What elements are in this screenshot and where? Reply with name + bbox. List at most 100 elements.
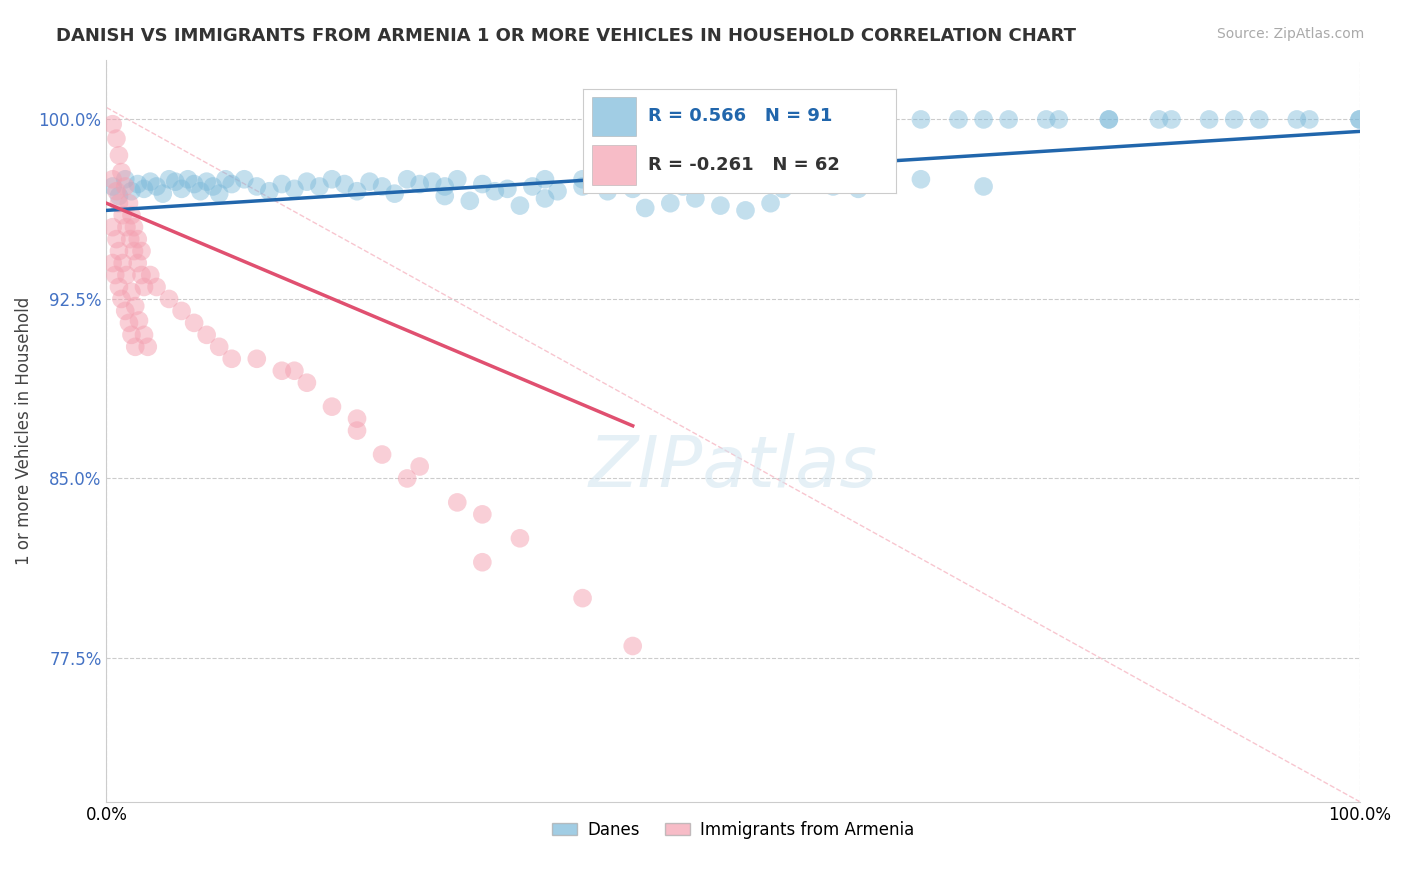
Point: [333, 177, 356, 191]
Point: [283, 364, 305, 378]
Point: [1098, 112, 1121, 127]
Point: [259, 184, 281, 198]
Point: [846, 182, 869, 196]
Point: [396, 471, 419, 485]
Point: [183, 316, 205, 330]
Point: [571, 591, 593, 606]
Point: [201, 179, 224, 194]
Point: [131, 244, 153, 258]
Point: [910, 112, 932, 127]
Point: [371, 179, 394, 194]
Point: [359, 175, 381, 189]
Point: [221, 351, 243, 366]
Point: [785, 177, 807, 191]
Point: [124, 340, 146, 354]
Point: [446, 172, 468, 186]
Text: DANISH VS IMMIGRANTS FROM ARMENIA 1 OR MORE VEHICLES IN HOUSEHOLD CORRELATION CH: DANISH VS IMMIGRANTS FROM ARMENIA 1 OR M…: [56, 27, 1076, 45]
Point: [534, 191, 557, 205]
Point: [547, 184, 569, 198]
Point: [471, 177, 494, 191]
Point: [596, 177, 619, 191]
Point: [408, 177, 430, 191]
Point: [118, 196, 141, 211]
Point: [571, 172, 593, 186]
Point: [721, 172, 744, 186]
Point: [823, 179, 845, 194]
Point: [127, 256, 149, 270]
Point: [471, 555, 494, 569]
Point: [721, 172, 744, 186]
Point: [208, 186, 231, 201]
Point: [433, 189, 456, 203]
Point: [114, 172, 136, 186]
Point: [139, 175, 162, 189]
Point: [121, 184, 143, 198]
Point: [127, 232, 149, 246]
Point: [246, 179, 269, 194]
Point: [127, 177, 149, 191]
Point: [872, 112, 894, 127]
Point: [118, 316, 141, 330]
Point: [136, 340, 159, 354]
Point: [145, 280, 167, 294]
Point: [170, 182, 193, 196]
Point: [759, 196, 782, 211]
Point: [295, 175, 318, 189]
Point: [111, 256, 134, 270]
Point: [152, 186, 174, 201]
Point: [1298, 112, 1320, 127]
Point: [101, 220, 124, 235]
Point: [420, 175, 443, 189]
Point: [132, 280, 155, 294]
Point: [246, 351, 269, 366]
Point: [910, 172, 932, 186]
Point: [131, 268, 153, 282]
Point: [534, 172, 557, 186]
Point: [797, 172, 820, 186]
Point: [183, 177, 205, 191]
Point: [105, 184, 128, 198]
Point: [396, 172, 419, 186]
Point: [283, 182, 305, 196]
Text: Source: ZipAtlas.com: Source: ZipAtlas.com: [1216, 27, 1364, 41]
Point: [596, 184, 619, 198]
Point: [772, 182, 794, 196]
Point: [233, 172, 256, 186]
Point: [321, 400, 343, 414]
Point: [122, 244, 145, 258]
Point: [433, 179, 456, 194]
Legend: Danes, Immigrants from Armenia: Danes, Immigrants from Armenia: [546, 814, 921, 846]
Text: ZIPatlas: ZIPatlas: [589, 434, 877, 502]
Point: [122, 220, 145, 235]
Point: [121, 327, 143, 342]
Point: [308, 179, 330, 194]
Point: [509, 198, 531, 212]
Point: [734, 203, 756, 218]
Point: [846, 112, 869, 127]
Point: [101, 172, 124, 186]
Point: [384, 186, 406, 201]
Point: [145, 179, 167, 194]
Point: [108, 244, 131, 258]
Point: [346, 184, 368, 198]
Point: [1198, 112, 1220, 127]
Point: [471, 508, 494, 522]
Point: [121, 208, 143, 222]
Point: [105, 131, 128, 145]
Point: [973, 179, 995, 194]
Point: [214, 172, 236, 186]
Point: [208, 340, 231, 354]
Point: [295, 376, 318, 390]
Point: [659, 196, 682, 211]
Point: [571, 179, 593, 194]
Point: [371, 448, 394, 462]
Point: [948, 112, 970, 127]
Point: [1098, 112, 1121, 127]
Point: [408, 459, 430, 474]
Point: [114, 304, 136, 318]
Point: [484, 184, 506, 198]
Point: [132, 182, 155, 196]
Point: [157, 172, 180, 186]
Point: [509, 531, 531, 545]
Point: [190, 184, 212, 198]
